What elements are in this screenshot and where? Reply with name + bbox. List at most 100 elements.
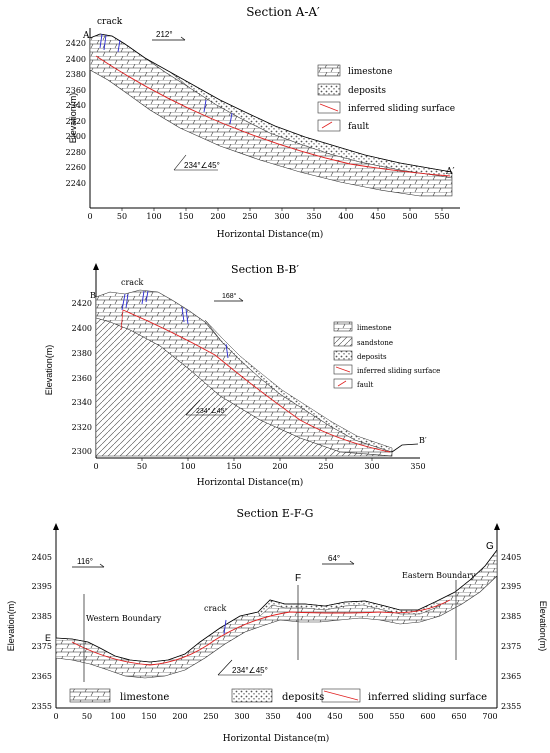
section-b-sliding-surface: [122, 309, 391, 453]
section-b-title: Section B-B′: [231, 263, 299, 276]
xtick: 200: [210, 212, 225, 221]
xtick: 50: [82, 712, 92, 721]
legend-a-deposits: deposits: [348, 86, 386, 96]
section-b-dip-label: 234°∠45°: [196, 407, 228, 415]
section-efg-y-ticks-right: 2405 2395 2385 2375 2365 2355: [501, 553, 521, 711]
section-efg-point-f: F: [295, 573, 301, 584]
xtick: 150: [226, 462, 241, 471]
section-a-limestone: [89, 33, 453, 197]
section-a-legend: limestone deposits inferred sliding surf…: [317, 64, 455, 132]
xtick: 150: [178, 212, 193, 221]
xtick: 250: [318, 462, 333, 471]
section-a-point-a: A: [82, 31, 90, 41]
xtick: 550: [389, 712, 404, 721]
section-efg-x-ticks: 0 50 100 150 200 250 300 350 400 450 500…: [53, 712, 497, 721]
section-b-cracks: [121, 290, 229, 359]
ytick: 2400: [66, 55, 86, 64]
ytick: 2300: [72, 447, 92, 456]
xtick: 350: [306, 212, 321, 221]
section-b-panel: Section B-B′ crack B B′ 168° 234°∠45° 24…: [44, 263, 440, 488]
ytick: 2405: [501, 553, 521, 562]
xtick: 450: [327, 712, 342, 721]
xtick: 500: [358, 712, 373, 721]
ytick: 2340: [66, 101, 86, 110]
xtick: 250: [203, 712, 218, 721]
section-efg-point-e: E: [45, 633, 51, 643]
section-a-sliding-surface: [95, 55, 451, 177]
legend-a-fault: fault: [348, 122, 369, 132]
xtick: 50: [117, 212, 127, 221]
xtick: 100: [146, 212, 161, 221]
section-b-x-label: Horizontal Distance(m): [197, 477, 304, 488]
legend-efg-limestone: limestone: [120, 692, 169, 703]
ytick: 2420: [66, 39, 86, 48]
section-a-y-label: Elevation(m): [68, 93, 78, 144]
xtick: 200: [272, 462, 287, 471]
section-efg-legend: limestone deposits inferred sliding surf…: [69, 688, 487, 703]
section-efg-crack-label: crack: [204, 604, 227, 613]
xtick: 150: [141, 712, 156, 721]
section-efg-dip-label: 234°∠45°: [232, 666, 268, 675]
legend-efg-sliding: inferred sliding surface: [368, 692, 487, 703]
ytick: 2320: [72, 423, 92, 432]
legend-b-deposits: deposits: [357, 353, 387, 361]
ytick: 2360: [72, 374, 92, 383]
section-a-x-ticks: 0 50 100 150 200 250 300 350 400 450 500…: [87, 212, 449, 221]
ytick: 2360: [66, 86, 86, 95]
ytick: 2320: [66, 117, 86, 126]
ytick: 2380: [66, 70, 86, 79]
xtick: 0: [93, 462, 98, 471]
section-b-y-label: Elevation(m): [44, 345, 54, 396]
section-efg-y-label-left: Elevation(m): [6, 601, 16, 652]
xtick: 400: [338, 212, 353, 221]
section-b-x-ticks: 0 50 100 150 200 250 300 350: [93, 462, 425, 471]
ytick: 2375: [32, 642, 52, 651]
xtick: 350: [265, 712, 280, 721]
ytick: 2355: [501, 702, 521, 711]
ytick: 2400: [72, 324, 92, 333]
xtick: 0: [87, 212, 92, 221]
ytick: 2395: [32, 582, 52, 591]
legend-a-sliding: inferred sliding surface: [348, 104, 455, 114]
section-a-dip-label: 234°∠45°: [184, 161, 220, 170]
xtick: 100: [180, 462, 195, 471]
xtick: 300: [364, 462, 379, 471]
western-boundary-label: Western Boundary: [86, 614, 162, 623]
xtick: 100: [110, 712, 125, 721]
section-efg-y-ticks-left: 2405 2395 2385 2375 2365 2355: [32, 553, 52, 711]
section-a-x-label: Horizontal Distance(m): [217, 229, 324, 240]
xtick: 200: [172, 712, 187, 721]
section-a-panel: Section A-A′ crack A A′ 212° 234°∠45°: [66, 5, 460, 240]
ytick: 2405: [32, 553, 52, 562]
legend-b-sandstone: sandstone: [357, 339, 393, 347]
section-a-point-a-prime: A′: [445, 167, 455, 177]
section-a-direction: 212°: [156, 30, 173, 39]
section-a-crack-label: crack: [97, 17, 123, 27]
legend-efg-deposits: deposits: [282, 692, 324, 703]
eastern-boundary-label: Eastern Boundary: [402, 571, 476, 580]
xtick: 300: [234, 712, 249, 721]
section-a-title: Section A-A′: [246, 5, 320, 19]
ytick: 2280: [66, 148, 86, 157]
xtick: 600: [420, 712, 435, 721]
xtick: 300: [274, 212, 289, 221]
ytick: 2300: [66, 132, 86, 141]
section-efg-direction-right: 64°: [328, 554, 340, 563]
xtick: 550: [434, 212, 449, 221]
ytick: 2260: [66, 163, 86, 172]
legend-b-sliding: inferred sliding surface: [357, 367, 440, 375]
ytick: 2240: [66, 179, 86, 188]
ytick: 2365: [501, 672, 521, 681]
ytick: 2385: [32, 612, 52, 621]
section-efg-x-label: Horizontal Distance(m): [223, 733, 330, 744]
ytick: 2365: [32, 672, 52, 681]
ytick: 2420: [72, 299, 92, 308]
legend-b-limestone: limestone: [357, 324, 392, 332]
ytick: 2395: [501, 582, 521, 591]
xtick: 700: [482, 712, 497, 721]
xtick: 350: [410, 462, 425, 471]
legend-a-limestone: limestone: [348, 67, 392, 77]
section-b-crack-label: crack: [121, 278, 144, 287]
section-b-sandstone: [95, 317, 393, 457]
